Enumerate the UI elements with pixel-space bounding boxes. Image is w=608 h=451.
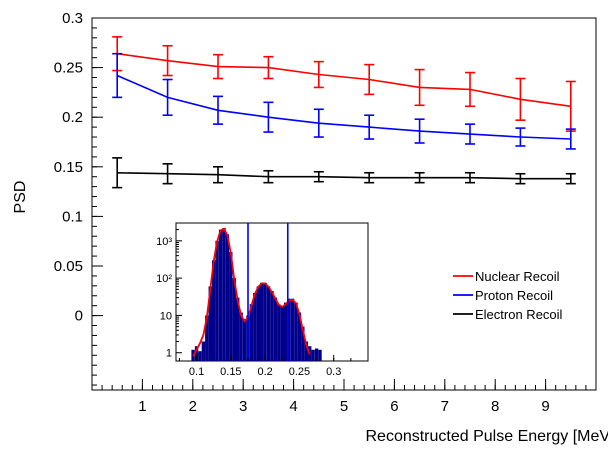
x-tick-label: 2 [189,398,197,415]
histogram-bar [311,349,315,361]
legend-label: Electron Recoil [475,307,563,322]
histogram-bar [318,349,322,361]
y-tick-label: 0.1 [62,208,83,225]
inset-plot: 0.1 0.15 0.2 0.25 0.3 1 10 10² 10³ [156,222,369,378]
histogram-bar [301,326,305,361]
inset-y-tick-label: 10³ [156,236,172,248]
y-tick-label: 0.2 [62,109,83,126]
histogram-bar [208,286,212,361]
x-axis-title: Reconstructed Pulse Energy [MeV] [365,428,608,445]
histogram-bar [253,293,257,361]
histogram-bar [256,286,260,361]
legend-item: Electron Recoil [453,307,563,322]
histogram-bar [266,286,271,361]
histogram-bar [198,351,202,361]
histogram-bar [297,312,302,361]
series-line [117,172,571,180]
x-tick-label: 8 [491,398,499,415]
histogram-bar [287,298,291,361]
histogram-bar [218,229,223,361]
histogram-bar [280,305,284,361]
inset-y-tick-label: 10² [156,273,172,285]
legend-label: Proton Recoil [475,288,553,303]
histogram-bar [222,228,226,361]
inset-x-tick-label: 0.3 [326,366,341,378]
x-tick-label: 4 [289,398,297,415]
histogram-bar [284,302,288,361]
histogram-bar [205,315,209,361]
histogram-bar [270,291,274,361]
series-proton-recoil [112,52,576,150]
y-tick-label: 0.3 [62,10,83,27]
y-tick-label: 0.05 [54,258,83,275]
histogram-bar [277,304,281,361]
legend: Nuclear Recoil Proton Recoil Electron Reco… [453,269,563,322]
histogram-bar [236,297,240,361]
histogram-bar [273,297,278,361]
inset-x-tick-label: 0.1 [189,366,204,378]
y-axis-title: PSD [12,181,29,214]
legend-item: Nuclear Recoil [453,269,560,284]
x-tick-label: 1 [138,398,146,415]
histogram-bar [215,240,219,361]
series-nuclear-recoil [112,36,576,132]
histogram-bar [239,312,243,361]
histogram-bar [225,234,230,361]
inset-x-tick-label: 0.2 [257,366,272,378]
histogram-bar [314,348,319,361]
x-tick-label: 7 [441,398,449,415]
inset-x-tick-label: 0.25 [289,366,310,378]
x-tick-label: 3 [239,398,247,415]
histogram-bar [194,346,199,361]
inset-x-tick-label: 0.15 [220,366,241,378]
legend-label: Nuclear Recoil [475,269,560,284]
fit-curve [192,227,311,357]
y-tick-label: 0.15 [54,159,83,176]
histogram-bar [294,302,298,361]
histogram-bar [229,252,233,361]
series-electron-recoil [112,157,576,189]
y-tick-label: 0 [75,308,83,325]
x-tick-label: 6 [390,398,398,415]
histogram-bar [263,282,267,361]
inset-y-tick-label: 1 [166,348,172,360]
histogram-bar [201,341,206,361]
series-line [116,74,571,140]
histogram-bar [232,278,236,361]
series-line [117,52,571,108]
histogram-bar [249,304,254,361]
histogram-bar [304,341,308,361]
histogram-bar [242,319,247,361]
y-tick-label: 0.25 [54,60,83,77]
main-plot: 1 2 3 4 5 6 7 8 9 0 0.05 0.1 0.15 0.2 0.25 0.3 Reconstru… [12,10,608,445]
x-tick-label: 5 [340,398,348,415]
legend-item: Proton Recoil [453,288,553,303]
histogram-bar [290,298,295,361]
histogram-bar [212,260,216,361]
histogram-bar [260,282,264,361]
inset-y-tick-label: 10 [160,310,172,322]
x-tick-label: 9 [541,398,549,415]
